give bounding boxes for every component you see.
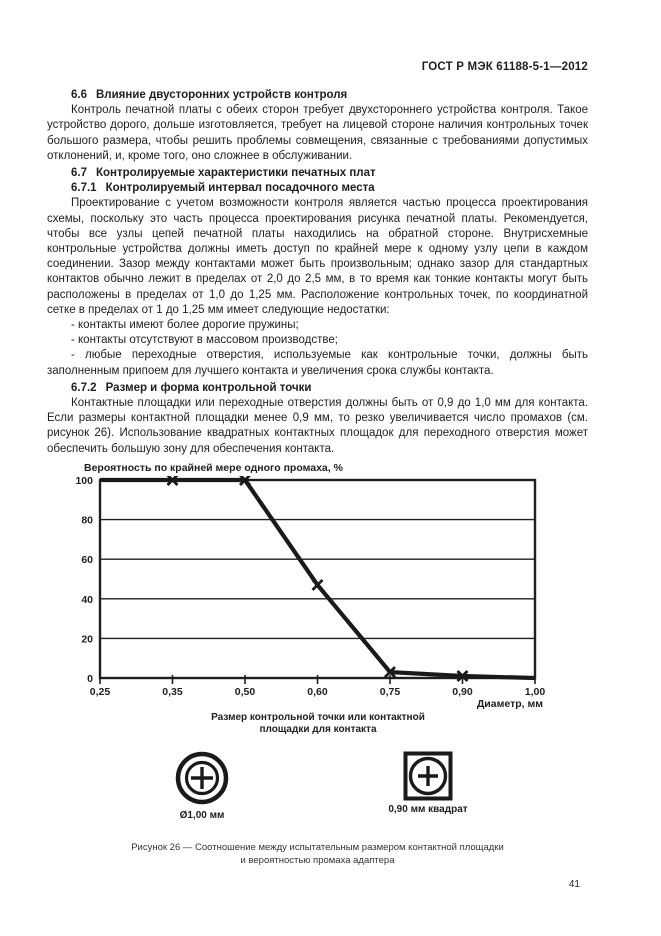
- chart-x-axis-caption: Размер контрольной точки или контактной …: [168, 712, 468, 737]
- list-item: - контакты отсутствуют в массовом произв…: [71, 334, 338, 347]
- section-heading-6-7: 6.7 Контролируемые характеристики печатны…: [47, 166, 588, 181]
- paragraph-6-7-1: Проектирование с учетом возможности конт…: [47, 197, 588, 316]
- pad-examples: Ø1,00 мм 0,90 мм квадрат: [47, 749, 588, 835]
- section-title: Влияние двусторонних устройств контроля: [96, 89, 348, 101]
- section-number: 6.7: [71, 167, 87, 180]
- paragraph-6-7-2: Контактные площадки или переходные отвер…: [47, 397, 588, 455]
- caption-line: Размер контрольной точки или контактной: [211, 711, 425, 723]
- caption-line: и вероятностью промаха адаптера: [240, 854, 395, 866]
- svg-text:Диаметр, мм: Диаметр, мм: [477, 698, 543, 710]
- list-item: - контакты имеют более дорогие пружины;: [71, 319, 299, 332]
- svg-text:0,35: 0,35: [162, 686, 183, 698]
- svg-text:0,50: 0,50: [235, 686, 256, 698]
- list-item: - любые переходные отверстия, используем…: [47, 349, 588, 377]
- section-heading-6-7-1: 6.7.1 Контролируемый интервал посадочного…: [47, 181, 588, 196]
- miss-probability-chart: 0 20 40 60 80 100 0,25 0,35 0,50 0,60 0,75 0,90 1,00…: [75, 475, 546, 710]
- section-title: Контролируемые характеристики печатных п…: [96, 167, 376, 180]
- svg-text:60: 60: [81, 554, 93, 566]
- svg-text:20: 20: [81, 633, 93, 645]
- svg-text:80: 80: [81, 514, 93, 526]
- section-number: 6.7.2: [71, 381, 97, 394]
- svg-text:100: 100: [75, 476, 93, 487]
- paragraph-6-6: Контроль печатной платы с обеих сторон т…: [47, 104, 588, 162]
- svg-text:0,75: 0,75: [380, 686, 401, 698]
- caption-line: площадки для контакта: [259, 724, 377, 736]
- square-pad-icon: [403, 751, 453, 801]
- doc-code: ГОСТ Р МЭК 61188-5-1—2012: [421, 61, 588, 73]
- round-pad-icon: [175, 751, 229, 805]
- square-pad-label: 0,90 мм квадрат: [388, 803, 468, 815]
- section-heading-6-7-2: 6.7.2 Размер и форма контрольной точки: [47, 381, 588, 396]
- square-pad-example: 0,90 мм квадрат: [378, 749, 478, 815]
- svg-text:0,60: 0,60: [307, 686, 328, 698]
- figure-caption: Рисунок 26 — Соотношение между испытател…: [47, 841, 588, 867]
- section-number: 6.6: [71, 89, 87, 101]
- round-pad-label: Ø1,00 мм: [179, 809, 225, 821]
- section-heading-6-6: 6.6 Влияние двусторонних устройств контро…: [47, 88, 588, 103]
- caption-line: Рисунок 26 — Соотношение между испытател…: [131, 841, 504, 853]
- chart-y-axis-title: Вероятность по крайней мере одного прома…: [84, 461, 343, 474]
- section-title: Контролируемый интервал посадочного мест…: [105, 182, 375, 195]
- page-number: 41: [568, 878, 580, 890]
- section-number: 6.7.1: [71, 182, 97, 195]
- document-body: 6.6 Влияние двусторонних устройств контро…: [47, 88, 588, 457]
- svg-text:0: 0: [87, 673, 93, 685]
- section-title: Размер и форма контрольной точки: [105, 381, 312, 394]
- round-pad-example: Ø1,00 мм: [152, 749, 252, 821]
- svg-text:0,25: 0,25: [90, 686, 111, 698]
- svg-text:40: 40: [81, 594, 93, 606]
- svg-text:0,90: 0,90: [452, 686, 473, 698]
- svg-text:1,00: 1,00: [525, 686, 546, 698]
